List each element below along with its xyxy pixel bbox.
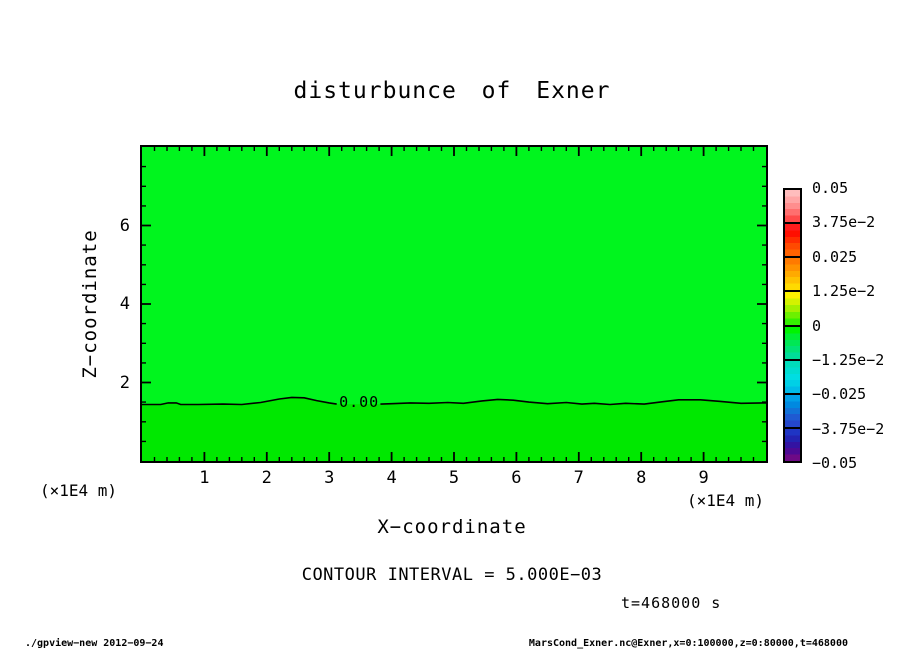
minor-ticks xyxy=(142,147,766,461)
x-tick-5: 5 xyxy=(448,468,460,488)
x-tick-1: 1 xyxy=(199,468,210,488)
colorbar-label-2: 0.025 xyxy=(812,247,858,266)
x-tick-2: 2 xyxy=(261,468,272,488)
zero-contour-line xyxy=(142,396,337,406)
x-tick-4: 4 xyxy=(386,468,397,488)
colorbar-cell-0 xyxy=(785,190,800,225)
zero-contour-line xyxy=(380,398,766,406)
y-tick-6: 6 xyxy=(119,215,130,236)
x-tick-8: 8 xyxy=(636,468,647,488)
time-annotation: t=468000 s xyxy=(621,594,722,612)
x-tick-6: 6 xyxy=(511,468,522,488)
colorbar-label-8: −0.05 xyxy=(812,454,858,472)
colorbar-cell-4 xyxy=(785,326,800,361)
colorbar-cell-6 xyxy=(785,394,800,429)
colorbar-label-1: 3.75e−2 xyxy=(812,213,876,232)
colorbar-cell-7 xyxy=(785,428,800,461)
x-tick-3: 3 xyxy=(324,468,335,488)
x-tick-7: 7 xyxy=(573,468,584,488)
y-tick-4: 4 xyxy=(119,294,130,314)
colorbar-cell-5 xyxy=(785,360,800,395)
colorbar-label-5: −1.25e−2 xyxy=(812,350,885,369)
colorbar-cell-2 xyxy=(785,258,800,293)
major-ticks xyxy=(142,147,766,461)
x-tick-9: 9 xyxy=(698,468,709,488)
y-tick-2: 2 xyxy=(119,372,130,393)
x-axis-label: X−coordinate xyxy=(377,516,527,538)
plot-area: 0.00 xyxy=(140,145,768,463)
colorbar-cell-1 xyxy=(785,224,800,259)
colorbar-label-7: −3.75e−2 xyxy=(812,419,885,438)
colorbar-label-4: 0 xyxy=(812,316,822,335)
contour-field-canvas xyxy=(142,147,766,461)
footer-program-date: ./gpview−new 2012−09−24 xyxy=(25,638,164,649)
zero-contour-label: 0.00 xyxy=(339,393,380,412)
colorbar-label-0: 0.05 xyxy=(812,179,849,197)
colorbar-label-3: 1.25e−2 xyxy=(812,282,876,301)
x-axis-units: (×1E4 m) xyxy=(687,491,765,510)
negative-region-fill xyxy=(142,397,766,461)
y-axis-units: (×1E4 m) xyxy=(40,481,118,500)
plot-title: disturbunce of Exner xyxy=(293,78,611,104)
colorbar xyxy=(783,188,802,463)
colorbar-label-6: −0.025 xyxy=(812,385,867,404)
footer-file-info: MarsCond_Exner.nc@Exner,x=0:100000,z=0:8… xyxy=(528,638,848,649)
contour-interval-text: CONTOUR INTERVAL = 5.000E−03 xyxy=(301,565,603,585)
colorbar-cell-3 xyxy=(785,292,800,327)
